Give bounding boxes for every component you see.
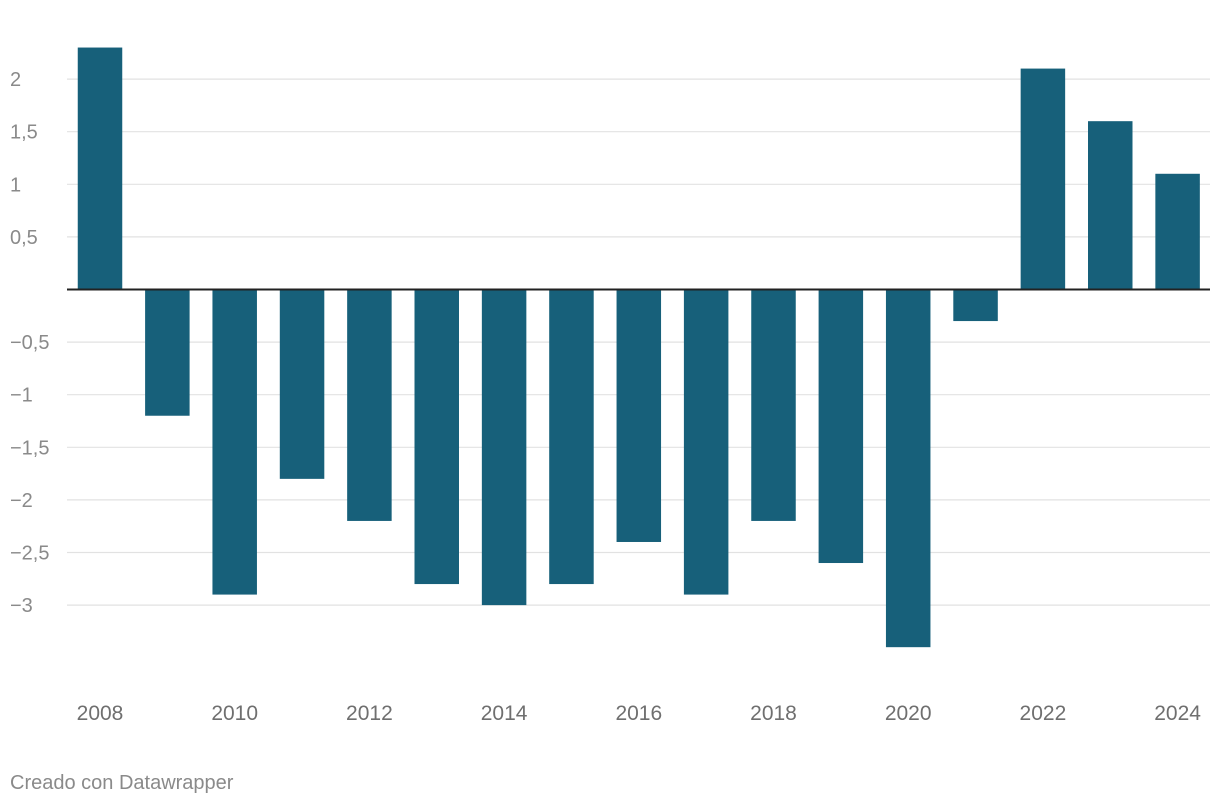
bar-2012 xyxy=(347,289,392,521)
bar-2014 xyxy=(481,289,527,606)
bar-2011 xyxy=(279,289,325,479)
bars xyxy=(77,47,1200,648)
x-tick-label: 2014 xyxy=(481,702,528,725)
x-tick-label: 2008 xyxy=(77,702,124,725)
x-tick-label: 2024 xyxy=(1154,702,1201,725)
y-tick-label: −2,5 xyxy=(10,543,49,565)
x-axis-tick-labels: 2008 2010 2012 2014 2016 2018 2020 2022 2024 xyxy=(77,702,1202,725)
y-tick-label: 2 xyxy=(10,69,21,91)
bar-2009 xyxy=(145,289,190,416)
bar-2015 xyxy=(549,289,594,585)
bar-2017 xyxy=(683,289,729,595)
bar-2019 xyxy=(818,289,864,564)
bar-2008 xyxy=(77,47,123,290)
y-tick-label: 1 xyxy=(10,174,21,196)
bar-2020 xyxy=(885,289,931,648)
bar-2024 xyxy=(1155,173,1200,290)
x-tick-label: 2010 xyxy=(211,702,258,725)
bar-chart: 21,510,5−0,5−1−1,5−2−2,5−3 2008 2010 2012 2… xyxy=(10,47,1210,725)
bar-2023 xyxy=(1088,121,1133,290)
credit-footer: Creado con Datawrapper xyxy=(10,772,234,794)
bar-2018 xyxy=(751,289,796,521)
bar-2013 xyxy=(414,289,459,585)
bar-2016 xyxy=(616,289,662,542)
y-axis-tick-labels: 2 1,5 1 0,5 −0,5 −1 −1,5 −2 −2,5 −3 xyxy=(10,69,49,617)
y-tick-label: −1,5 xyxy=(10,437,49,459)
x-tick-label: 2012 xyxy=(346,702,393,725)
x-tick-label: 2016 xyxy=(615,702,662,725)
x-tick-label: 2020 xyxy=(885,702,932,725)
x-tick-label: 2022 xyxy=(1020,702,1067,725)
y-tick-label: 1,5 xyxy=(10,122,38,144)
x-tick-label: 2018 xyxy=(750,702,797,725)
y-tick-label: −1 xyxy=(10,385,33,407)
bar-2021 xyxy=(953,289,998,322)
bar-2010 xyxy=(212,289,257,595)
y-tick-label: 0,5 xyxy=(10,227,38,249)
bar-2022 xyxy=(1020,68,1066,290)
y-tick-label: −3 xyxy=(10,595,33,617)
y-tick-label: −0,5 xyxy=(10,332,49,354)
y-tick-label: −2 xyxy=(10,490,33,512)
